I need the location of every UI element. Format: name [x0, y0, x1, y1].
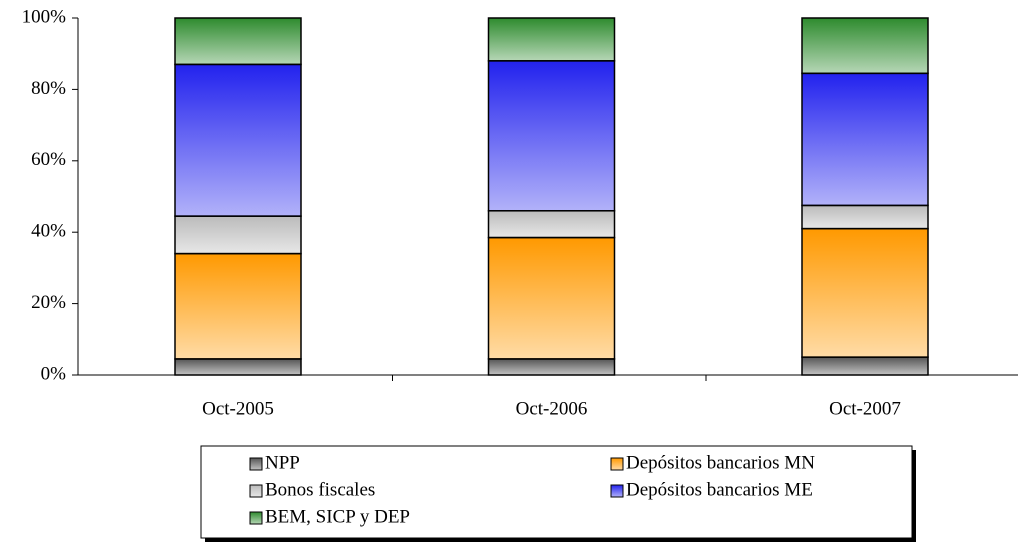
legend-label: Depósitos bancarios ME: [626, 479, 813, 500]
y-tick-label: 80%: [31, 78, 66, 99]
bar-segment: [801, 356, 929, 376]
bar-segment: [174, 358, 302, 376]
bar-segment: [487, 210, 616, 239]
legend-swatch: [249, 457, 263, 471]
bar-segment: [801, 204, 929, 230]
legend-swatch: [249, 484, 263, 498]
bar-segment: [174, 252, 302, 360]
bar-segment: [174, 215, 302, 255]
legend-label: BEM, SICP y DEP: [265, 506, 410, 527]
y-tick-label: 100%: [22, 6, 67, 27]
legend-label: NPP: [265, 452, 300, 473]
legend-swatch: [610, 484, 624, 498]
x-tick-label: Oct-2006: [516, 398, 588, 419]
bar-segment: [174, 17, 302, 66]
y-tick-label: 0%: [41, 363, 67, 384]
bar-segment: [487, 17, 616, 62]
bar-segment: [801, 227, 929, 358]
bar-segment: [487, 358, 616, 376]
y-tick-label: 40%: [31, 221, 66, 242]
legend-label: Depósitos bancarios MN: [626, 452, 815, 473]
legend-label: Bonos fiscales: [265, 479, 375, 500]
legend-swatch: [610, 457, 624, 471]
bar-segment: [174, 63, 302, 217]
y-tick-label: 20%: [31, 292, 66, 313]
bar-segment: [801, 72, 929, 207]
legend-box: [200, 445, 913, 539]
bar-segment: [487, 60, 616, 212]
bar-segment: [801, 17, 929, 75]
x-tick-label: Oct-2007: [829, 398, 901, 419]
y-tick-label: 60%: [31, 149, 66, 170]
legend-swatch: [249, 511, 263, 525]
x-tick-label: Oct-2005: [202, 398, 274, 419]
bar-segment: [487, 236, 616, 360]
